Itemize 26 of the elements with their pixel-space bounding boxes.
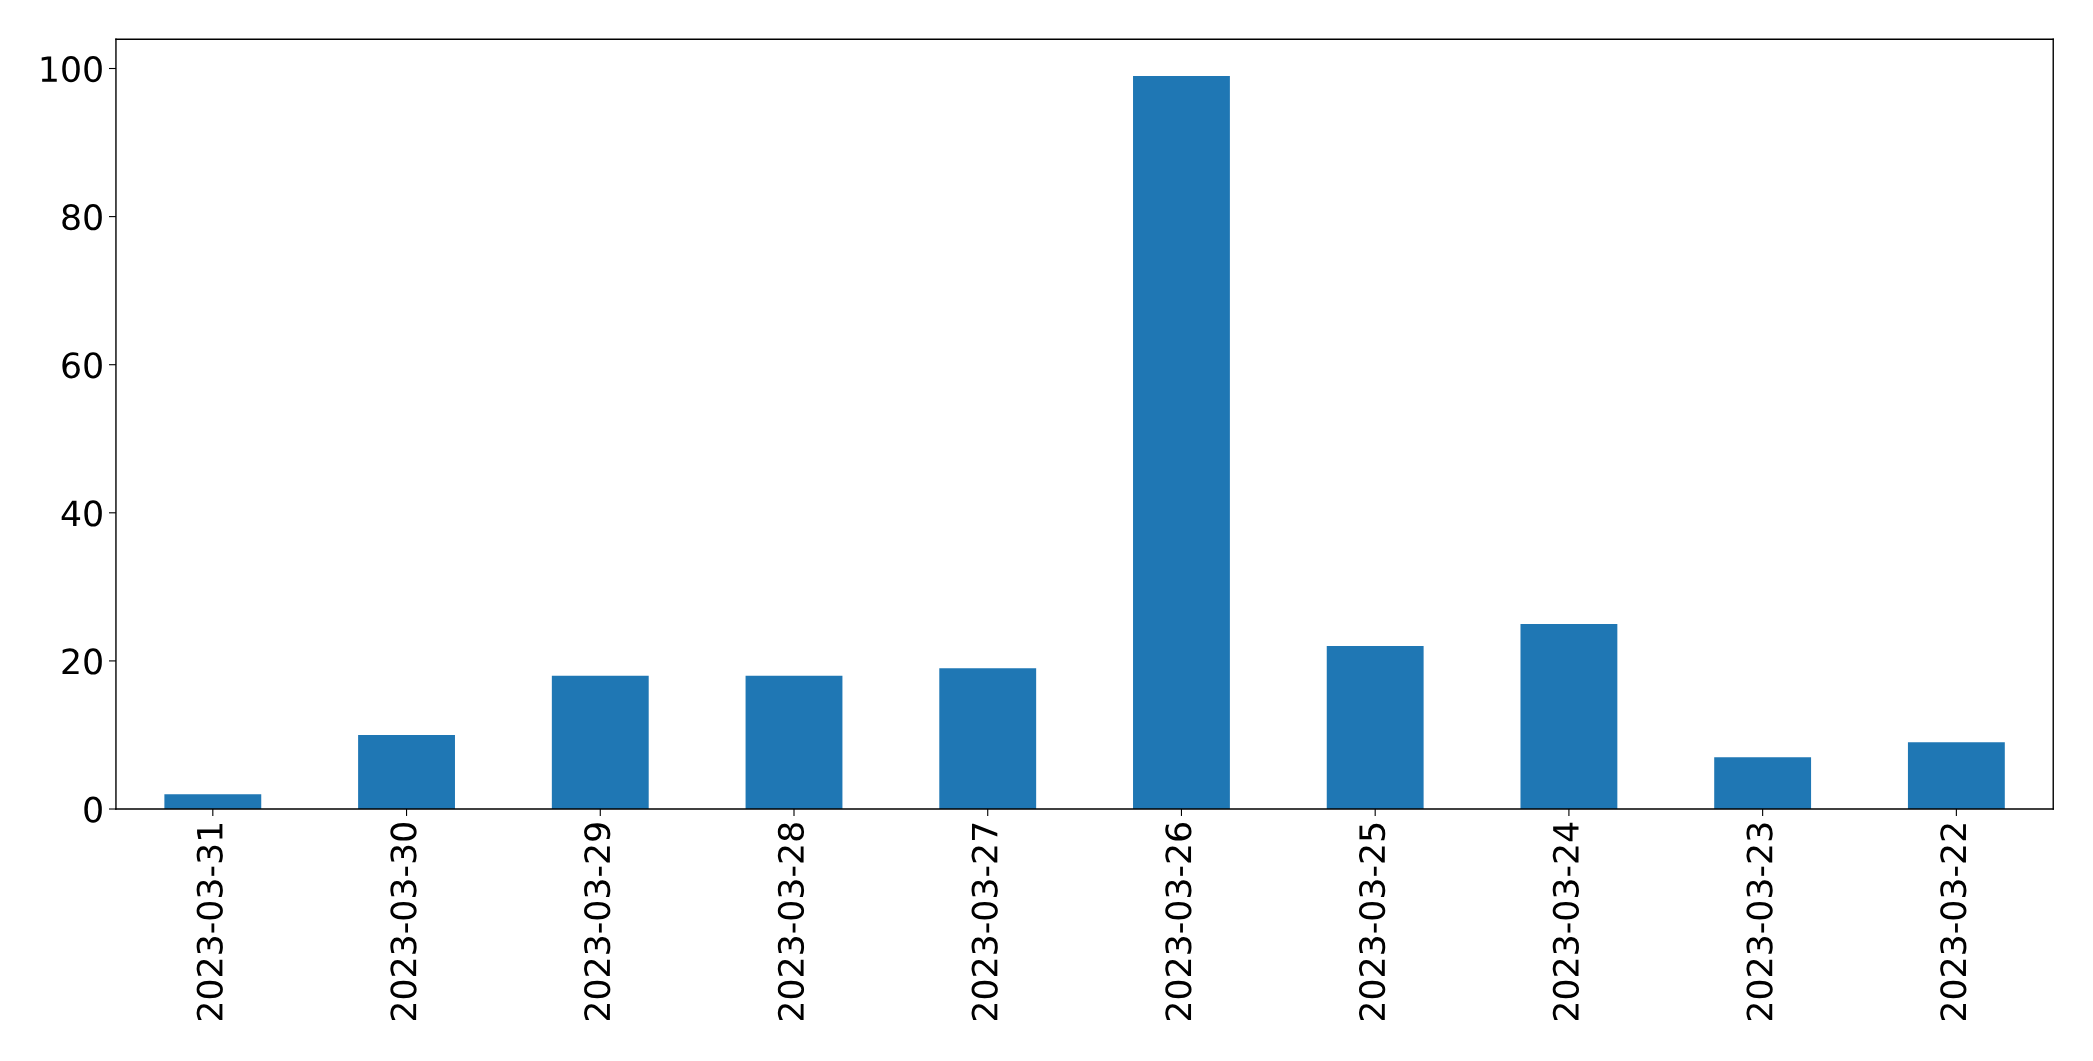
y-tick-label: 100 <box>41 55 102 83</box>
y-tick-label: 20 <box>62 648 102 675</box>
x-tick-label: 2023-03-27 <box>971 823 998 1021</box>
x-tick-label: 2023-03-31 <box>196 824 223 1021</box>
x-tick-label: 2023-03-22 <box>1940 824 1967 1021</box>
bar <box>1520 623 1618 810</box>
bar <box>1326 646 1424 810</box>
bar <box>745 675 843 810</box>
x-tick-label: 2023-03-30 <box>390 823 417 1021</box>
bar <box>1714 757 1812 810</box>
bar <box>164 794 262 810</box>
x-tick-label: 2023-03-25 <box>1359 823 1386 1021</box>
y-tick-label: 60 <box>62 352 102 379</box>
x-tick-label: 2023-03-29 <box>584 823 611 1021</box>
x-tick-label: 2023-03-24 <box>1552 822 1579 1021</box>
bar <box>939 668 1037 810</box>
bar <box>1133 75 1230 810</box>
bar <box>1907 742 2005 810</box>
x-tick-label: 2023-03-26 <box>1165 823 1192 1021</box>
x-tick-label: 2023-03-23 <box>1746 823 1773 1021</box>
y-tick-label: 0 <box>84 796 102 823</box>
bar <box>358 734 455 810</box>
bar <box>551 675 649 810</box>
x-tick-label: 2023-03-28 <box>777 823 805 1021</box>
y-tick-label: 80 <box>62 204 102 231</box>
y-tick-label: 40 <box>61 500 102 527</box>
